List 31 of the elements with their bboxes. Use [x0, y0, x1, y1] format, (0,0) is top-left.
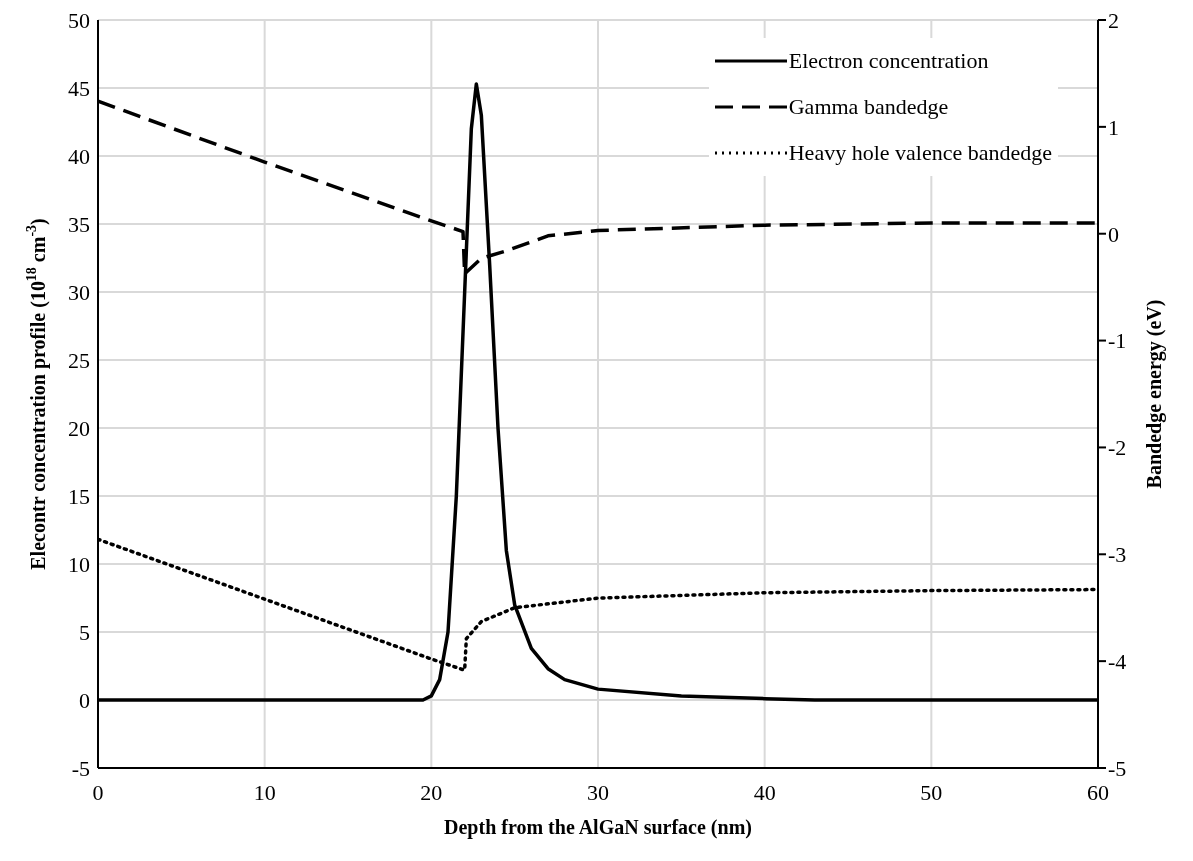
y-tick-label: 5: [79, 619, 90, 645]
y-tick-label: 30: [68, 279, 90, 305]
legend-label: Electron concentration: [788, 48, 989, 74]
y2-tick-label: 1: [1108, 114, 1119, 140]
y2-tick-label: -5: [1108, 755, 1127, 781]
y2-axis-title: Bandedge energy (eV): [1142, 299, 1166, 489]
y-tick-label: 40: [68, 143, 90, 169]
y-tick-label: 20: [68, 415, 90, 441]
y-tick-label: 15: [68, 483, 90, 509]
x-axis-title: Depth from the AlGaN surface (nm): [444, 816, 752, 839]
y-tick-label: -5: [71, 755, 90, 781]
y-tick-label: 10: [68, 551, 90, 577]
y-tick-label: 45: [68, 75, 90, 101]
y2-tick-label: 2: [1108, 7, 1119, 33]
x-tick-label: 10: [253, 779, 276, 805]
x-tick-label: 30: [587, 779, 609, 805]
x-tick-label: 50: [920, 779, 943, 805]
y2-tick-label: -4: [1108, 648, 1127, 674]
y2-tick-label: -3: [1108, 542, 1127, 568]
x-tick-label: 20: [420, 779, 443, 805]
legend-label: Gamma bandedge: [788, 94, 949, 120]
y-tick-label: 0: [79, 687, 90, 713]
legend-label: Heavy hole valence bandedge: [788, 140, 1052, 166]
y-tick-label: 50: [68, 7, 90, 33]
y-tick-label: 25: [68, 347, 90, 373]
y2-tick-label: -1: [1108, 328, 1127, 354]
x-tick-label: 60: [1087, 779, 1109, 805]
y-tick-label: 35: [68, 211, 90, 237]
y2-tick-label: 0: [1108, 221, 1119, 247]
x-tick-label: 40: [753, 779, 776, 805]
y2-tick-label: -2: [1108, 435, 1127, 461]
